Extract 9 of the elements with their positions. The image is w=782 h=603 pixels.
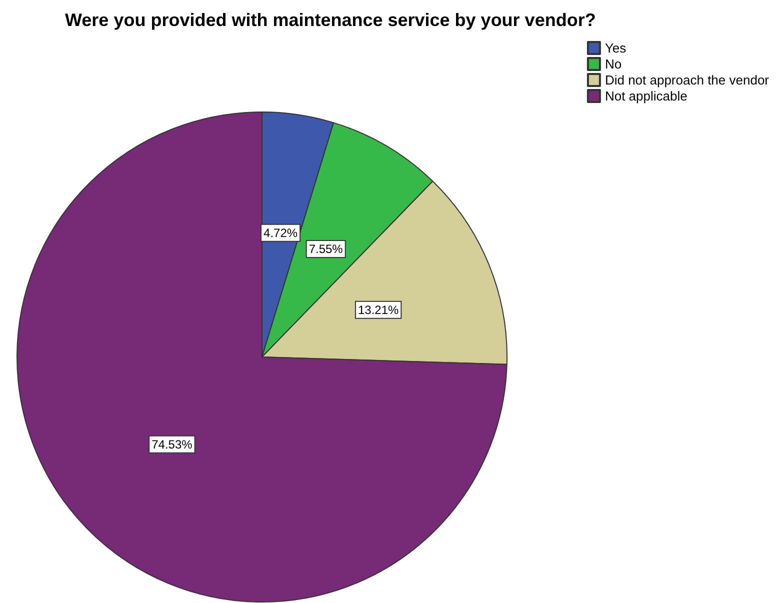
legend-label: No [604, 56, 622, 72]
data-label: 74.53% [152, 437, 193, 452]
data-label: 13.21% [358, 302, 399, 317]
legend-label: Yes [604, 40, 627, 56]
legend-label: Not applicable [604, 88, 688, 104]
chart-title: Were you provided with maintenance service by your vendor? [65, 10, 596, 30]
data-label: 4.72% [264, 226, 298, 240]
legend-label: Did not approach the vendor [604, 72, 770, 88]
data-label: 7.55% [308, 242, 344, 256]
